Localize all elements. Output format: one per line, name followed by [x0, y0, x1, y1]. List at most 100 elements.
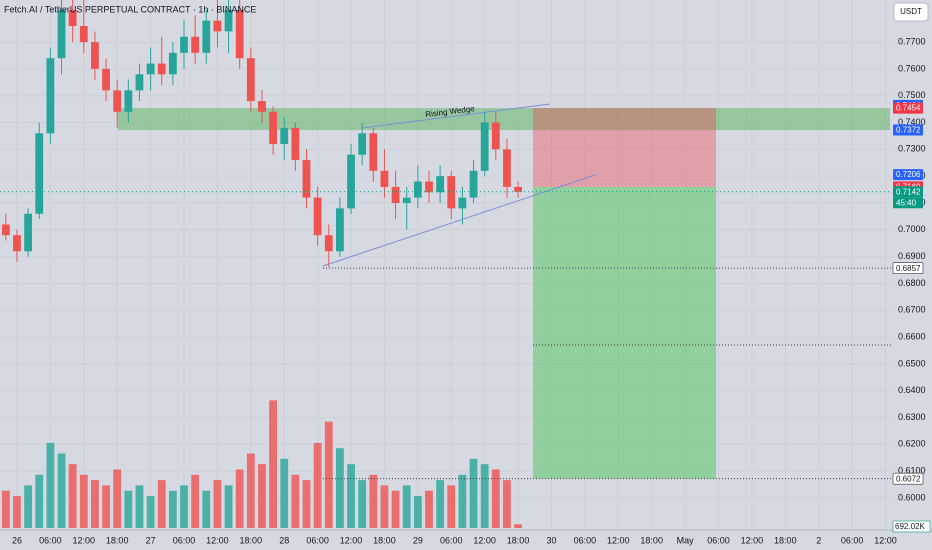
volume-bar	[336, 448, 344, 528]
currency: USDT	[900, 7, 922, 16]
x-tick-label: 29	[413, 535, 423, 545]
plot	[0, 0, 890, 528]
x-tick-label: 28	[279, 535, 289, 545]
chart-title: Fetch.AI / TetherUS PERPETUAL CONTRACT ·…	[4, 4, 256, 14]
volume-bar	[91, 480, 99, 528]
y-tick-label: 0.6900	[898, 251, 926, 261]
volume-bar	[302, 480, 311, 528]
y-tick-label: 0.7500	[898, 90, 926, 100]
candle-body	[202, 20, 211, 53]
candle-body	[425, 181, 433, 193]
volume-bar	[380, 485, 389, 528]
candle-body	[35, 133, 44, 214]
volume-bar	[113, 469, 122, 528]
volume-bar	[347, 464, 355, 528]
volume-bar	[146, 496, 155, 528]
y-tick-label: 0.6500	[898, 358, 926, 368]
volume-bar	[491, 469, 500, 528]
price-tag	[893, 124, 923, 136]
y-tick-label: 0.6300	[898, 412, 926, 422]
volume-tag-label: 692.02K	[895, 522, 925, 531]
volume-tag	[892, 520, 931, 533]
volume-bar	[425, 490, 433, 528]
candle-body	[436, 176, 445, 193]
candle-body	[458, 197, 467, 209]
y-tick-label: 0.6600	[898, 331, 926, 341]
volume-bar	[46, 442, 55, 528]
volume-bar	[35, 474, 44, 528]
y-tick-label: 0.6200	[898, 439, 926, 449]
y-tick-label: 0.7600	[898, 63, 926, 73]
volume-bar	[413, 496, 422, 528]
x-tick-label: 26	[12, 535, 22, 545]
candle-body	[469, 170, 478, 198]
y-tick-label: 0.6400	[898, 385, 926, 395]
candle-body	[280, 127, 289, 144]
candle-body	[68, 9, 77, 27]
candle-body	[313, 197, 322, 236]
countdown-box	[893, 197, 923, 209]
candle-body	[258, 101, 266, 112]
candle-body	[180, 36, 188, 53]
x-tick-label: 18:00	[774, 535, 797, 545]
candle-body	[324, 235, 333, 252]
price-tag	[893, 102, 923, 114]
volume-bar	[235, 469, 244, 528]
price-tag	[892, 472, 924, 485]
y-tick-label: 0.6800	[898, 278, 926, 288]
x-tick-label: May	[677, 535, 695, 545]
volume-bar	[291, 474, 300, 528]
candle-body	[336, 208, 344, 252]
candle-body	[302, 160, 311, 198]
price-tag-label: 0.7142	[896, 187, 921, 196]
volume-bar	[224, 485, 233, 528]
candle-body	[391, 186, 400, 203]
volume-bar	[124, 490, 133, 528]
x-tick-label: 06:00	[841, 535, 864, 545]
volume-bar	[102, 485, 110, 528]
x-tick-label: 12:00	[874, 535, 897, 545]
x-tick-label: 12:00	[206, 535, 229, 545]
x-tick-label: 06:00	[574, 535, 597, 545]
volume-bar	[514, 524, 522, 528]
x-tick-label: 12:00	[340, 535, 363, 545]
x-tick-label: 12:00	[73, 535, 96, 545]
x-tick-label: 18:00	[373, 535, 396, 545]
candle-body	[135, 74, 144, 91]
x-tick-label: 06:00	[306, 535, 329, 545]
volume-bar	[180, 485, 188, 528]
volume-bar	[280, 458, 289, 528]
stop-zone	[533, 108, 716, 187]
candle-body	[380, 170, 389, 187]
y-tick-label: 0.7400	[898, 117, 926, 127]
candle-body	[347, 154, 355, 209]
price-tag	[892, 262, 924, 274]
price-tag	[893, 169, 923, 181]
candle-body	[291, 127, 300, 161]
currency-box[interactable]	[893, 2, 929, 22]
volume-bar	[402, 485, 411, 528]
candle-body	[157, 63, 166, 75]
candle-body	[224, 9, 233, 32]
candle-body	[57, 9, 66, 59]
resistance-zone	[118, 108, 890, 131]
price-tag-label: 0.6072	[896, 474, 921, 483]
candle-body	[413, 181, 422, 198]
candle-body	[113, 90, 122, 112]
volume-bar	[191, 474, 200, 528]
volume-bar	[458, 474, 467, 528]
price-tag-label: 0.7206	[896, 170, 921, 179]
wedge-lower	[322, 174, 596, 267]
x-tick-label: 06:00	[707, 535, 730, 545]
candle-body	[79, 26, 88, 43]
volume-bar	[57, 453, 66, 528]
volume-bar	[135, 485, 144, 528]
candle-body	[46, 58, 55, 134]
y-tick-label: 0.6700	[898, 305, 926, 315]
candle-body	[480, 122, 489, 171]
candle-body	[213, 20, 222, 32]
volume-bar	[436, 480, 445, 528]
candle-body	[1, 224, 10, 236]
x-tick-label: 18:00	[507, 535, 530, 545]
